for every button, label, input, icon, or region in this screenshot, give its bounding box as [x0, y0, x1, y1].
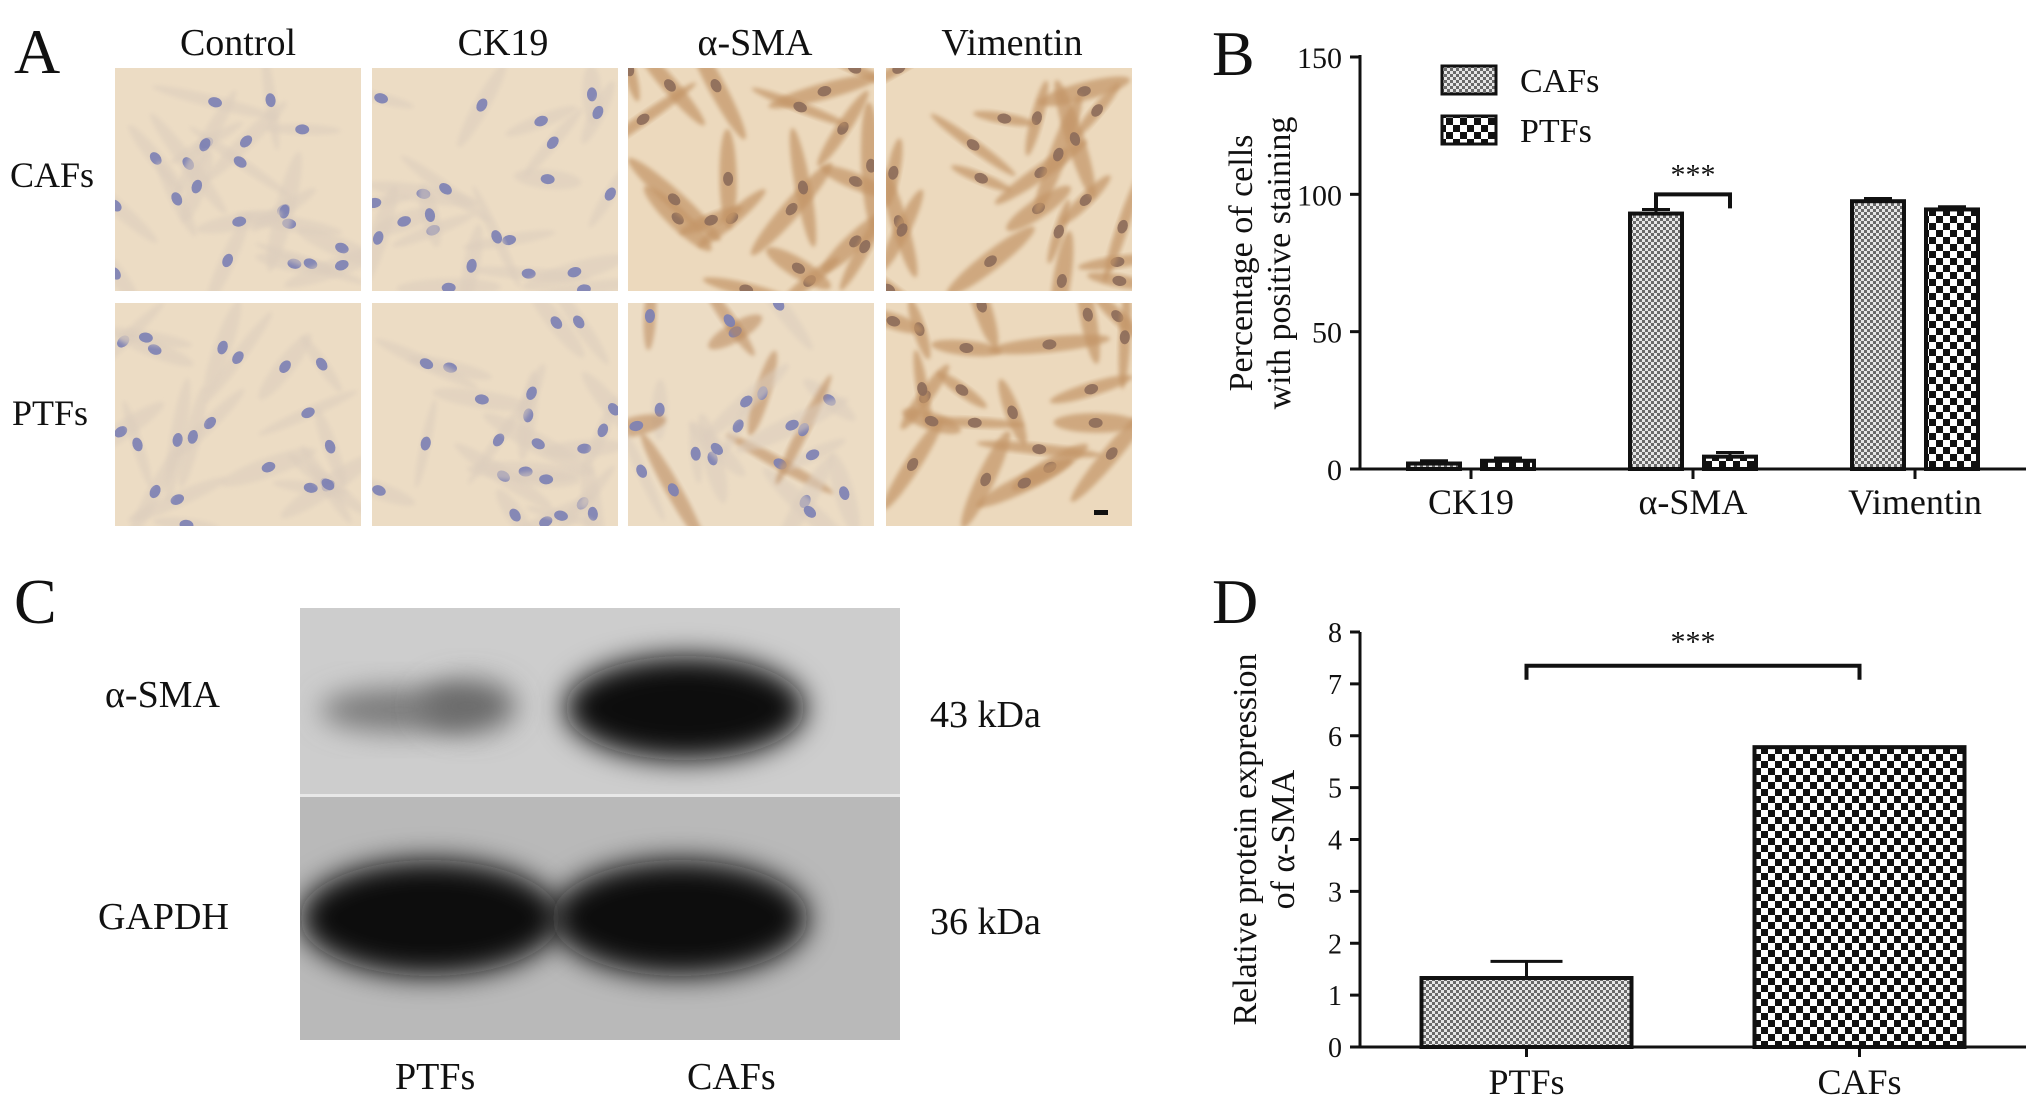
chart-d-ytick-label: 5 — [1328, 774, 1342, 805]
micrograph-cafs-0 — [115, 68, 361, 291]
blot-lane-cafs: CAFs — [687, 1056, 776, 1098]
chart-d-ytick-label: 3 — [1328, 877, 1342, 908]
micrograph-cafs-1 — [372, 68, 618, 291]
chart-b-bar-cafs-1 — [1628, 211, 1684, 471]
chart-b-xtick-label: CK19 — [1428, 482, 1514, 522]
blot-band-asma-cafs — [565, 656, 805, 760]
western-blot-image — [300, 608, 900, 1040]
chart-b-xtick-label: α-SMA — [1639, 482, 1748, 522]
chart-d-ytick-label: 6 — [1328, 722, 1342, 753]
panel-d-letter: D — [1212, 566, 1259, 637]
column-label-asma: α-SMA — [697, 22, 813, 64]
panel-a-letter: A — [14, 16, 61, 87]
scale-bar — [1094, 510, 1108, 515]
chart-b-bar-ptfs-1 — [1702, 454, 1758, 472]
blot-size-36kda: 36 kDa — [930, 901, 1041, 943]
column-label-control: Control — [179, 22, 297, 64]
chart-d-significance-label: *** — [1671, 626, 1716, 659]
chart-b-ytick-label: 50 — [1312, 317, 1342, 350]
chart-d-ytick-label: 0 — [1328, 1033, 1342, 1064]
chart-d-ytick-label: 2 — [1328, 929, 1342, 960]
chart-d-ytick-label: 7 — [1328, 670, 1342, 701]
micrograph-ptfs-1 — [372, 303, 618, 526]
blot-lane-ptfs: PTFs — [395, 1056, 476, 1098]
column-label-vimentin: Vimentin — [941, 22, 1083, 64]
blot-band-gapdh-ptfs — [300, 860, 560, 976]
chart-b-bar-ptfs-0 — [1480, 458, 1536, 472]
chart-d-ytick-label: 4 — [1328, 826, 1342, 857]
blot-label-asma: α-SMA — [105, 674, 220, 716]
chart-b-legend-swatch — [1440, 64, 1498, 96]
blot-band-asma-ptfs-right — [420, 680, 516, 732]
chart-b-significance-bracket — [1654, 192, 1732, 209]
chart-b-legend-label: PTFs — [1520, 113, 1592, 150]
relative-expression-chart: 0 1 2 3 4 5 6 7 8 Relative protein expressionof α… — [1227, 618, 2026, 1102]
panel-c-letter: C — [14, 566, 57, 637]
chart-b-legend-swatch — [1440, 114, 1498, 146]
row-label-ptfs: PTFs — [12, 393, 89, 433]
staining-percentage-chart: 0 50 100 150 Percentage of cellswith positiv… — [1223, 42, 2026, 522]
chart-b-legend-label: CAFs — [1520, 63, 1599, 100]
chart-d-significance-bracket — [1524, 663, 1862, 680]
chart-d-xtick-label: PTFs — [1488, 1062, 1564, 1102]
chart-b-bar-cafs-2 — [1850, 199, 1906, 471]
chart-d-ylabel: Relative protein expressionof α-SMA — [1227, 653, 1302, 1025]
chart-b-ytick-label: 0 — [1327, 454, 1342, 487]
micrograph-ptfs-2 — [628, 303, 874, 526]
row-label-cafs: CAFs — [10, 155, 95, 195]
micrograph-ptfs-3 — [886, 303, 1132, 526]
chart-d-xtick-label: CAFs — [1817, 1062, 1901, 1102]
chart-d-ytick-label: 1 — [1328, 981, 1342, 1012]
micrograph-cafs-3 — [886, 68, 1132, 291]
column-label-ck19: CK19 — [457, 22, 549, 64]
chart-b-ylabel: Percentage of cellswith positive stainin… — [1223, 117, 1298, 410]
blot-label-gapdh: GAPDH — [98, 896, 229, 938]
panel-b-letter: B — [1212, 18, 1255, 89]
chart-d-bar-cafs — [1752, 745, 1967, 1049]
chart-d-bar-ptfs — [1419, 976, 1634, 1050]
chart-b-xtick-label: Vimentin — [1848, 482, 1982, 522]
chart-b-ytick-label: 150 — [1297, 42, 1342, 75]
micrograph-ptfs-0 — [115, 303, 361, 526]
micrograph-cafs-2 — [628, 68, 874, 291]
chart-b-bar-ptfs-2 — [1924, 207, 1980, 471]
chart-d-ytick-label: 8 — [1328, 618, 1342, 649]
chart-b-significance-label: *** — [1671, 158, 1716, 191]
chart-b-ytick-label: 100 — [1297, 179, 1342, 212]
blot-size-43kda: 43 kDa — [930, 694, 1041, 736]
blot-band-gapdh-cafs — [552, 860, 808, 976]
chart-b-bar-cafs-0 — [1406, 461, 1462, 471]
